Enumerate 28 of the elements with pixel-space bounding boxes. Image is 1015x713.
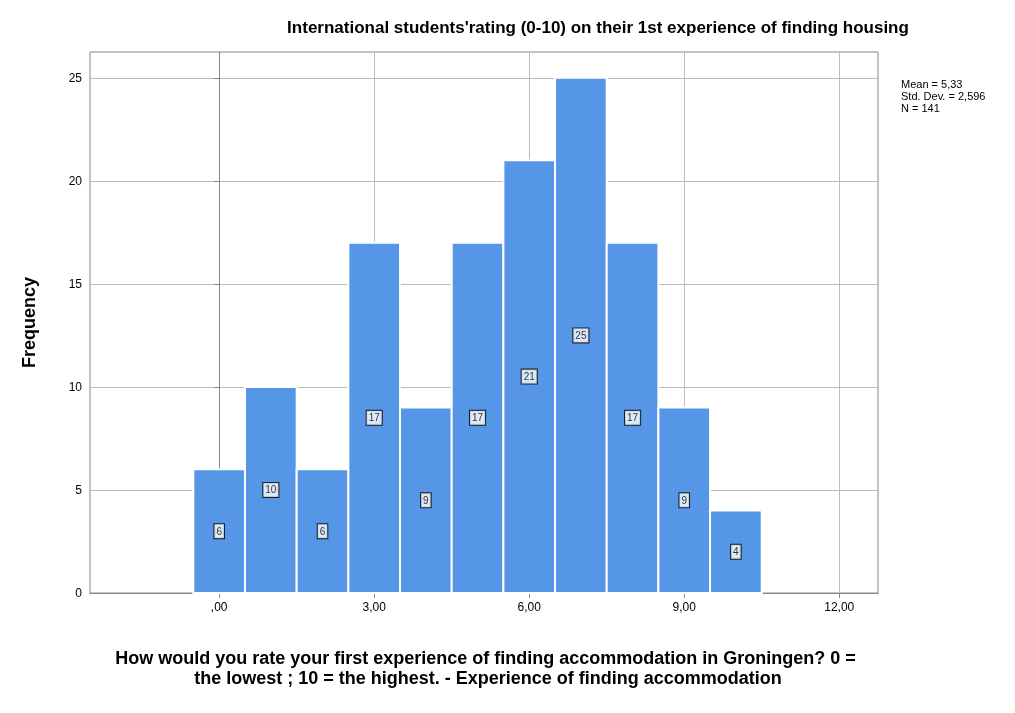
data-label: 17: [471, 412, 484, 424]
chart-title: International students'rating (0-10) on their 1st experience of finding housing: [287, 18, 909, 37]
data-label: 10: [265, 484, 277, 496]
x-tick-label: 9,00: [672, 600, 697, 614]
data-label: 9: [681, 494, 688, 506]
y-tick-label: 5: [75, 482, 83, 497]
x-tick-label: 12,00: [824, 600, 855, 614]
x-tick-label: ,00: [210, 600, 228, 614]
y-axis-title: Frequency: [19, 276, 39, 369]
data-label: 21: [523, 371, 536, 383]
data-label: 4: [733, 546, 740, 558]
data-label: 6: [216, 525, 223, 537]
text: Mean = 5,33: [901, 77, 963, 90]
y-tick-label: 20: [68, 173, 83, 188]
data-label: 25: [575, 329, 587, 341]
y-tick-label: 10: [68, 379, 83, 394]
data-label: 17: [626, 412, 639, 424]
text: N = 141: [901, 101, 940, 114]
x-tick-label: 3,00: [362, 600, 387, 614]
y-tick-label: 0: [75, 586, 83, 600]
x-tick-label: 6,00: [517, 600, 542, 614]
text: Std. Dev. = 2,596: [901, 89, 986, 102]
y-tick-label: 15: [68, 276, 83, 291]
x-axis-title: How would you rate your first experience of finding accommodation in Groningen? 0 = the lowest ; 10 = the highest. - Experience of finding accommodation: [115, 648, 861, 688]
y-tick-label: 25: [68, 70, 83, 85]
data-label: 9: [423, 494, 430, 506]
data-label: 17: [368, 412, 381, 424]
data-label: 6: [319, 525, 326, 537]
